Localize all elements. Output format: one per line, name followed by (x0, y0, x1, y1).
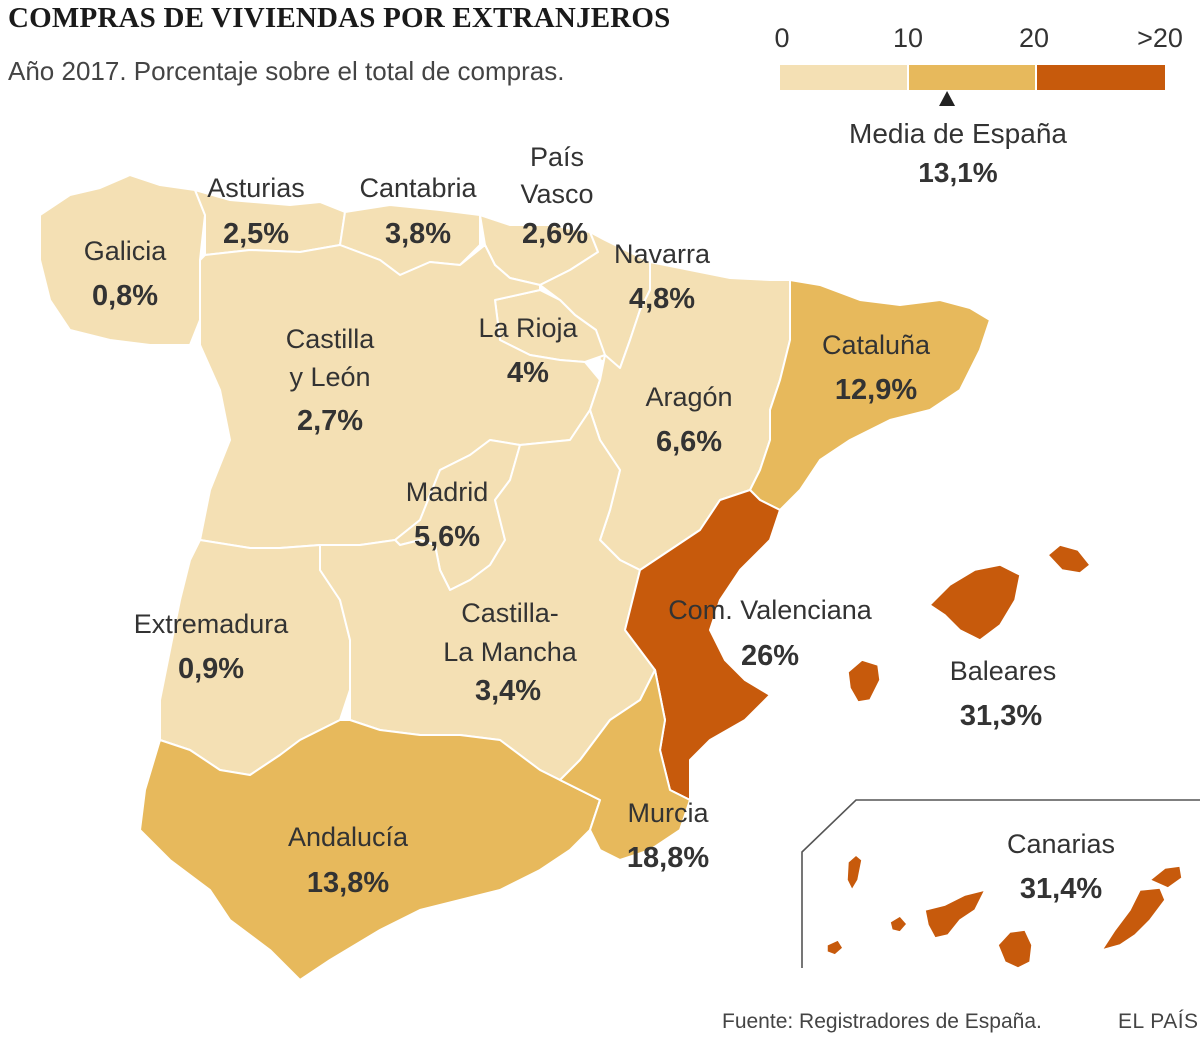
source-note: Fuente: Registradores de España. (722, 1010, 1042, 1033)
region-value-com-valenciana: 26% (741, 640, 799, 672)
region-name-galicia: Galicia (84, 236, 168, 266)
legend-average-value: 13,1% (918, 157, 997, 188)
region-name-baleares: Baleares (950, 656, 1057, 686)
region-shape-com-valenciana[interactable] (624, 489, 781, 801)
region-value-galicia: 0,8% (92, 280, 158, 312)
legend-average-label: Media de España (849, 118, 1067, 149)
region-name-andalucia: Andalucía (288, 822, 409, 852)
region-value-cantabria: 3,8% (385, 218, 451, 250)
chart-subtitle: Año 2017. Porcentaje sobre el total de c… (8, 56, 565, 86)
region-name-cataluna: Cataluña (822, 330, 931, 360)
region-value-extremadura: 0,9% (178, 653, 244, 685)
region-name-murcia: Murcia (627, 798, 709, 828)
region-name-navarra: Navarra (614, 239, 711, 269)
chart-title: COMPRAS DE VIVIENDAS POR EXTRANJEROS (8, 2, 671, 34)
brand-logo: EL PAÍS (1118, 1010, 1199, 1033)
canarias-inset-frame (801, 799, 1200, 968)
legend-swatch-0-10 (780, 65, 907, 90)
legend-tick-10: 10 (893, 23, 923, 53)
legend-swatch-over-20 (1037, 65, 1165, 90)
region-value-madrid: 5,6% (414, 521, 480, 553)
region-value-navarra: 4,8% (629, 283, 695, 315)
legend-tick-0: 0 (774, 23, 789, 53)
region-name-la-rioja: La Rioja (478, 313, 578, 343)
region-name-castilla-y-leon-line2: y León (289, 362, 370, 392)
region-value-castilla-y-leon: 2,7% (297, 405, 363, 437)
legend-swatch-10-20 (909, 65, 1035, 90)
region-name-castilla-y-leon-line1: Castilla (286, 324, 376, 354)
region-name-castilla-la-mancha-line2: La Mancha (443, 637, 578, 667)
region-name-canarias: Canarias (1007, 829, 1115, 859)
legend-average-marker (939, 91, 956, 106)
region-value-castilla-la-mancha: 3,4% (475, 675, 541, 707)
region-value-cataluna: 12,9% (835, 374, 917, 406)
region-value-asturias: 2,5% (223, 218, 289, 250)
region-shape-canarias[interactable] (826, 854, 1183, 969)
legend-tick-over-20: >20 (1137, 23, 1183, 53)
region-value-andalucia: 13,8% (307, 867, 389, 899)
region-value-canarias: 31,4% (1020, 873, 1102, 905)
region-name-cantabria: Cantabria (359, 173, 477, 203)
region-value-aragon: 6,6% (656, 426, 722, 458)
region-shape-murcia[interactable] (559, 669, 691, 861)
legend: 0 10 20 >20 Media de España 13,1% (774, 23, 1182, 188)
region-shape-baleares[interactable] (847, 544, 1091, 703)
region-name-madrid: Madrid (406, 477, 489, 507)
region-value-murcia: 18,8% (627, 842, 709, 874)
region-name-extremadura: Extremadura (134, 609, 290, 639)
region-name-pais-vasco-line2: Vasco (520, 179, 593, 209)
region-value-la-rioja: 4% (507, 357, 549, 389)
region-name-com-valenciana: Com. Valenciana (668, 595, 873, 625)
region-name-pais-vasco-line1: País (530, 142, 584, 172)
region-value-baleares: 31,3% (960, 700, 1042, 732)
region-value-pais-vasco: 2,6% (522, 218, 588, 250)
region-name-castilla-la-mancha-line1: Castilla- (461, 598, 559, 628)
region-name-asturias: Asturias (207, 173, 305, 203)
legend-tick-20: 20 (1019, 23, 1049, 53)
region-shape-cataluna[interactable] (749, 279, 991, 511)
region-name-aragon: Aragón (645, 382, 732, 412)
